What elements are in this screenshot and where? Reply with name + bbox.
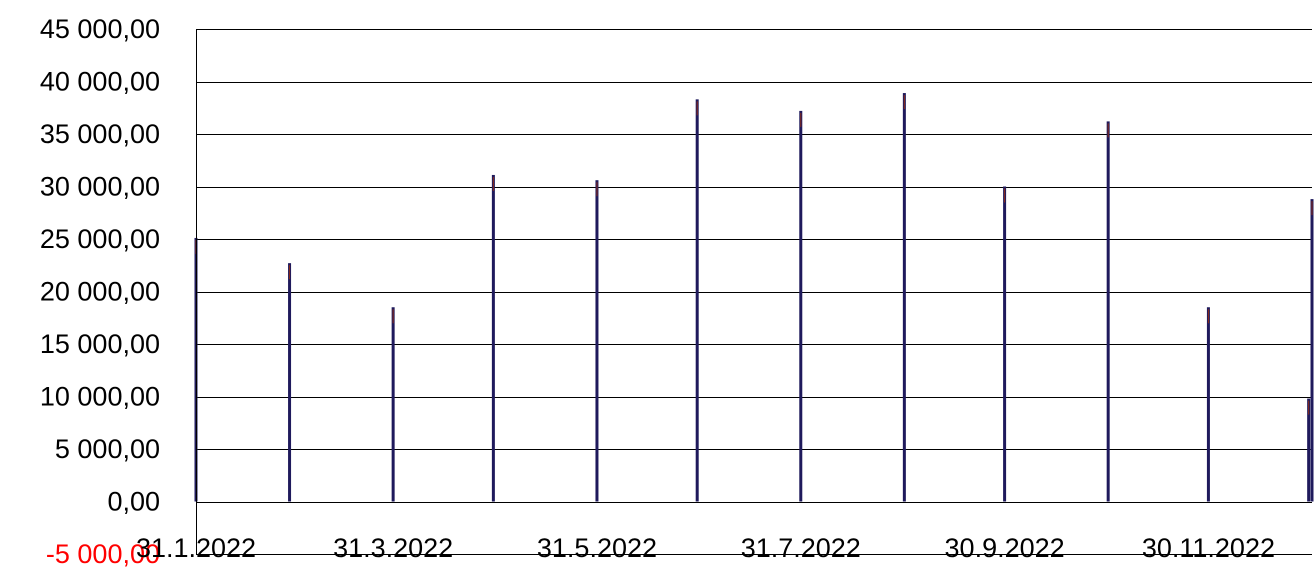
bar — [288, 263, 292, 502]
gridlines — [196, 29, 1312, 555]
bar-highlight — [596, 182, 598, 197]
bar-highlight — [696, 101, 698, 116]
bars — [194, 93, 1314, 502]
axes — [196, 29, 1312, 554]
bar-highlight — [1308, 400, 1310, 415]
y-tick-label: 10 000,00 — [40, 382, 160, 412]
bar-body — [595, 180, 599, 502]
bar — [1106, 121, 1110, 502]
y-tick-label: 5 000,00 — [55, 434, 160, 464]
bar-body — [1307, 398, 1311, 502]
bar-highlight — [492, 176, 494, 191]
bar-body — [1003, 186, 1007, 502]
x-tick-label: 30.11.2022 — [1142, 533, 1275, 563]
bar-highlight — [903, 95, 905, 110]
bar — [695, 99, 699, 502]
bar-body — [1106, 121, 1110, 502]
x-tick-label: 30.9.2022 — [945, 533, 1065, 563]
y-tick-label: -5 000,00 — [46, 539, 160, 567]
bar-highlight — [800, 112, 802, 127]
bar — [1003, 186, 1007, 502]
bar-highlight — [289, 265, 291, 280]
bar-highlight — [1311, 201, 1313, 216]
x-tick-label: 31.5.2022 — [537, 533, 657, 563]
bar — [902, 93, 906, 502]
bar-body — [902, 93, 906, 502]
bar-body — [799, 110, 803, 502]
y-tick-label: 0,00 — [107, 487, 160, 517]
bar-body — [288, 263, 292, 502]
y-tick-label: 30 000,00 — [40, 172, 160, 202]
bar-body — [391, 307, 395, 502]
bar-highlight — [1004, 188, 1006, 203]
y-tick-label: 20 000,00 — [40, 277, 160, 307]
bar-highlight — [1107, 123, 1109, 138]
x-tick-label: 31.7.2022 — [741, 533, 861, 563]
y-tick-label: 35 000,00 — [40, 119, 160, 149]
bar — [1206, 307, 1210, 502]
bar — [391, 307, 395, 502]
bar-highlight — [392, 309, 394, 324]
bar — [491, 174, 495, 502]
x-tick-labels: 31.1.2022 31.3.2022 31.5.2022 31.7.2022 30.9… — [136, 533, 1275, 563]
bar-body — [695, 99, 699, 502]
bar-body — [1206, 307, 1210, 502]
bar — [595, 180, 599, 502]
x-tick-label: 31.1.2022 — [136, 533, 256, 563]
y-tick-label: 25 000,00 — [40, 224, 160, 254]
y-tick-label: 40 000,00 — [40, 67, 160, 97]
bar — [799, 110, 803, 502]
bar — [1310, 199, 1314, 502]
bar — [1307, 398, 1311, 502]
y-tick-label: 45 000,00 — [40, 14, 160, 44]
bar-highlight — [1207, 309, 1209, 324]
y-tick-label: 15 000,00 — [40, 329, 160, 359]
y-tick-labels: -5 000,00 0,00 5 000,00 10 000,00 15 000,00 2… — [40, 14, 160, 567]
x-tick-label: 31.3.2022 — [333, 533, 453, 563]
bar-body — [1310, 199, 1314, 502]
bar-body — [491, 174, 495, 502]
